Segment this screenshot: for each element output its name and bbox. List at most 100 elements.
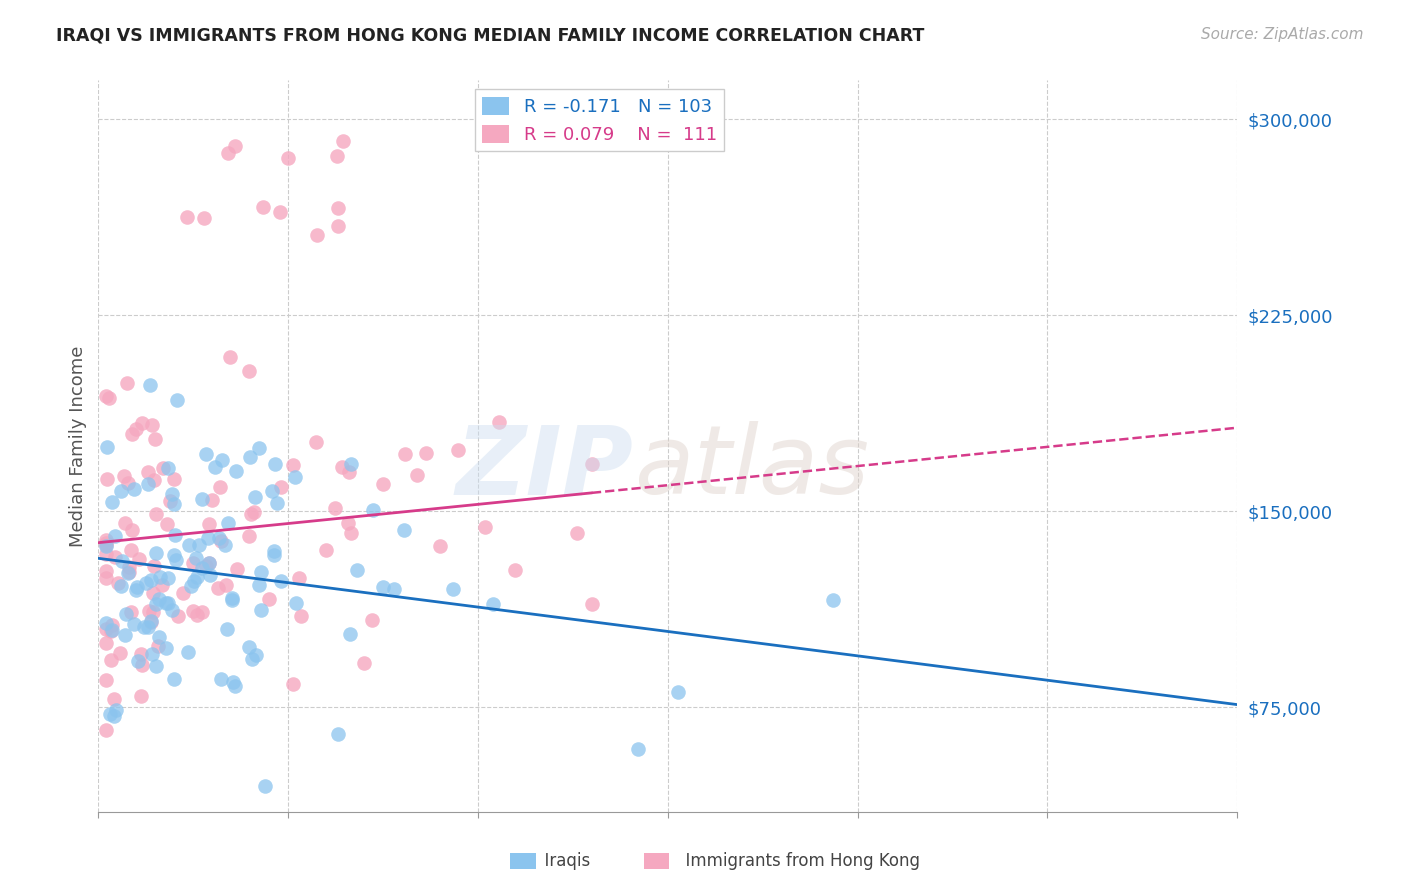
Point: [122, 617, 145, 632]
Point: [104, 550, 127, 565]
Point: [238, 529, 260, 543]
Point: [242, 505, 264, 519]
Point: [257, 592, 280, 607]
Text: Source: ZipAtlas.com: Source: ZipAtlas.com: [1201, 27, 1364, 42]
Point: [474, 520, 496, 534]
Point: [145, 597, 167, 611]
Point: [103, 692, 125, 706]
Point: [197, 517, 219, 532]
Point: [156, 460, 179, 475]
Point: [250, 602, 273, 616]
Point: [215, 578, 238, 592]
Point: [250, 565, 273, 579]
Point: [100, 623, 122, 637]
Point: [283, 677, 305, 691]
Point: [441, 582, 464, 596]
Point: [198, 557, 221, 571]
Point: [315, 542, 337, 557]
Point: [254, 779, 277, 793]
Point: [136, 620, 159, 634]
Point: [339, 626, 361, 640]
Point: [121, 426, 143, 441]
Point: [181, 556, 204, 570]
Point: [98, 391, 121, 405]
Point: [263, 548, 285, 562]
Point: [238, 364, 260, 378]
Point: [121, 523, 143, 537]
Point: [238, 640, 260, 654]
Point: [198, 556, 221, 570]
Point: [209, 534, 232, 549]
Point: [191, 561, 214, 575]
Point: [148, 639, 170, 653]
Point: [208, 531, 231, 545]
Point: [142, 473, 165, 487]
Point: [94, 615, 117, 630]
Point: [252, 200, 274, 214]
Point: [96, 472, 118, 486]
Point: [225, 464, 247, 478]
Point: [221, 591, 243, 605]
Point: [222, 674, 245, 689]
Point: [266, 496, 288, 510]
Point: [135, 575, 157, 590]
Point: [117, 475, 139, 490]
Point: [337, 465, 360, 479]
Point: [330, 460, 353, 475]
Text: IRAQI VS IMMIGRANTS FROM HONG KONG MEDIAN FAMILY INCOME CORRELATION CHART: IRAQI VS IMMIGRANTS FROM HONG KONG MEDIA…: [56, 27, 925, 45]
Point: [150, 578, 173, 592]
Point: [148, 591, 170, 606]
Point: [394, 447, 416, 461]
Point: [101, 618, 124, 632]
Point: [263, 457, 285, 471]
Point: [371, 581, 394, 595]
Point: [129, 647, 152, 661]
Point: [163, 672, 186, 686]
Point: [143, 558, 166, 573]
Point: [118, 566, 141, 580]
Point: [239, 450, 262, 464]
Point: [304, 435, 326, 450]
Point: [204, 459, 226, 474]
Point: [160, 603, 183, 617]
Point: [193, 211, 215, 225]
Point: [101, 495, 124, 509]
Point: [262, 484, 284, 499]
Point: [142, 605, 165, 619]
Point: [145, 658, 167, 673]
Point: [136, 477, 159, 491]
Point: [100, 653, 122, 667]
Point: [581, 597, 603, 611]
Point: [94, 539, 117, 553]
Point: [142, 586, 165, 600]
Point: [156, 516, 179, 531]
Point: [131, 689, 153, 703]
Point: [148, 630, 170, 644]
Point: [149, 570, 172, 584]
Point: [181, 604, 204, 618]
Point: [190, 605, 212, 619]
Point: [240, 652, 263, 666]
Point: [186, 608, 208, 623]
Point: [98, 707, 121, 722]
Point: [145, 507, 167, 521]
Point: [186, 570, 208, 584]
Point: [110, 578, 132, 592]
Point: [488, 415, 510, 429]
Bar: [510, 853, 536, 869]
Point: [94, 622, 117, 636]
Point: [155, 641, 177, 656]
Text: ZIP: ZIP: [456, 421, 634, 515]
Point: [284, 595, 307, 609]
Point: [118, 559, 141, 574]
Point: [114, 628, 136, 642]
Point: [108, 646, 131, 660]
Point: [94, 389, 117, 403]
Point: [120, 542, 142, 557]
Point: [406, 468, 429, 483]
Point: [110, 484, 132, 499]
Point: [111, 553, 134, 567]
Point: [96, 440, 118, 454]
Point: [208, 480, 231, 494]
Point: [125, 580, 148, 594]
